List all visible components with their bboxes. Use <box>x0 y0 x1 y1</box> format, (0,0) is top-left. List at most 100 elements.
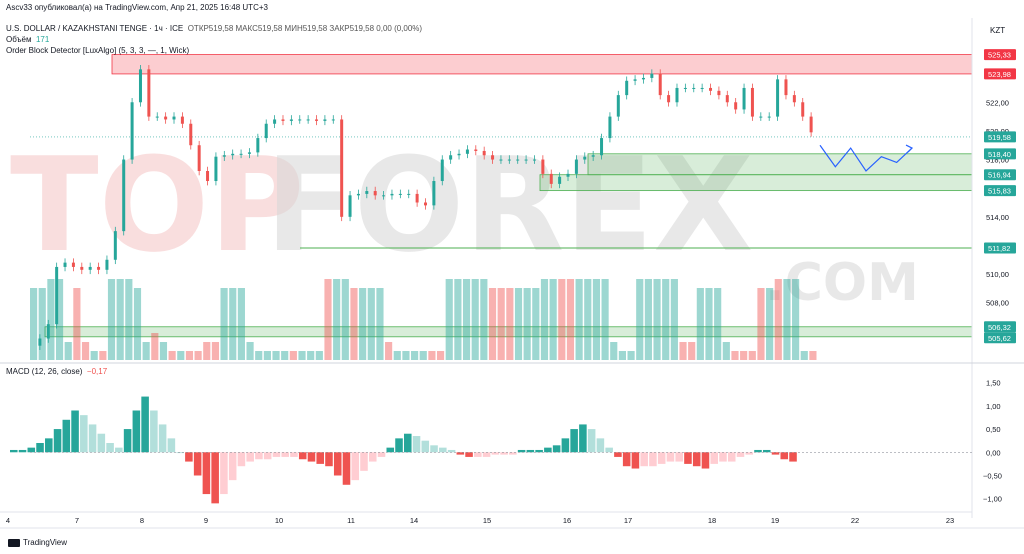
candle-body <box>356 193 360 196</box>
macd-bar <box>771 452 780 455</box>
volume-bar <box>549 279 557 360</box>
macd-bar <box>754 449 762 453</box>
macd-tick-label: 0,50 <box>986 425 1001 434</box>
candle-body <box>709 87 713 91</box>
price-tag <box>984 321 1016 333</box>
macd-bar <box>727 452 736 462</box>
macd-bar <box>176 452 184 454</box>
candle-body <box>809 116 813 133</box>
volume-bar <box>385 342 393 360</box>
watermark-com: .COM <box>765 253 919 313</box>
bullish-order-block <box>539 174 973 192</box>
macd-bar <box>97 433 106 453</box>
macd-bar <box>141 396 149 453</box>
macd-bar <box>439 447 447 453</box>
price-tag <box>984 242 1016 254</box>
watermark: TOP FOREX .COM <box>10 129 919 313</box>
volume-bar <box>185 351 194 360</box>
macd-bar <box>701 452 710 469</box>
macd-value: −0,17 <box>86 367 108 376</box>
volume-bar <box>367 288 375 360</box>
macd-bar <box>298 452 307 460</box>
candle-body <box>717 90 721 96</box>
macd-bar <box>474 452 482 457</box>
candle-body <box>424 202 427 206</box>
volume-bar <box>601 279 609 360</box>
macd-bar <box>657 452 666 464</box>
volume-bar <box>125 279 133 360</box>
macd-bar <box>115 447 123 453</box>
candle-body <box>449 155 453 160</box>
volume-bar <box>488 288 497 360</box>
time-tick-label: 19 <box>771 516 779 525</box>
volume-bar <box>480 279 488 360</box>
price-tag <box>984 148 1016 160</box>
candle-body <box>331 119 335 121</box>
macd-line[interactable]: MACD (12, 26, close) −0,17 <box>6 367 107 377</box>
macd-bar <box>307 452 316 462</box>
currency-label[interactable]: KZT <box>990 26 1006 35</box>
volume-bar <box>445 279 453 360</box>
macd-bar <box>255 452 263 460</box>
volume-bar <box>30 288 38 360</box>
volume-bar <box>315 351 323 360</box>
volume-bar <box>237 288 245 360</box>
price-tag-label: 525,33 <box>988 51 1011 60</box>
macd-bar <box>36 443 44 453</box>
macd-bar <box>290 452 298 457</box>
price-tag <box>984 169 1016 181</box>
time-tick-label: 11 <box>347 516 355 525</box>
candle-body <box>440 159 444 182</box>
volume-bar <box>47 279 55 360</box>
watermark-forex: FOREX <box>265 129 753 281</box>
volume-bar <box>584 279 592 360</box>
macd-bar <box>351 452 360 481</box>
macd-bar <box>211 452 219 504</box>
indicator-line[interactable]: Order Block Detector [LuxAlgo] (5, 3, 3,… <box>6 46 190 55</box>
macd-bar <box>45 438 53 453</box>
candle-body <box>122 159 126 232</box>
candle-body <box>281 119 285 121</box>
macd-bar <box>579 424 587 453</box>
axes: 508,00510,00512,00514,00516,00518,00520,… <box>0 18 1024 529</box>
macd-tick-label: 1,50 <box>986 379 1001 388</box>
volume-bar <box>55 279 64 360</box>
candle-body <box>608 116 612 139</box>
candle-body <box>97 266 101 270</box>
macd-bar <box>377 452 386 457</box>
candle-body <box>315 119 319 121</box>
volume-bar <box>376 288 384 360</box>
candle-body <box>507 159 511 161</box>
volume-bar <box>402 351 410 360</box>
candle-body <box>600 138 604 156</box>
price-tick-label: 510,00 <box>986 270 1009 279</box>
time-tick-label: 9 <box>204 516 208 525</box>
candle-body <box>776 79 780 117</box>
price-tag-label: 506,32 <box>988 323 1011 332</box>
volume-bar <box>194 351 202 360</box>
macd-bar <box>552 445 561 453</box>
tradingview-logo-icon <box>8 538 20 547</box>
candle-body <box>491 155 495 160</box>
volume-bar <box>540 279 549 360</box>
macd-bar <box>649 452 657 467</box>
candle-body <box>625 80 629 96</box>
candle-body <box>558 176 562 184</box>
price-tag-label: 515,83 <box>988 187 1011 196</box>
macd-bar <box>220 452 228 495</box>
macd-bar <box>158 424 167 453</box>
macd-bar <box>500 452 508 455</box>
macd-bar <box>631 452 640 469</box>
macd-label: MACD (12, 26, close) <box>6 367 83 376</box>
volume-bar <box>731 351 739 360</box>
volume-bar <box>471 279 479 360</box>
volume-bar <box>532 288 540 360</box>
price-tag <box>984 332 1016 344</box>
volume-bar <box>333 279 341 360</box>
candle-body <box>113 231 117 260</box>
candle-body <box>239 153 243 155</box>
volume-bar <box>497 288 505 360</box>
candle-body <box>382 195 386 197</box>
macd-bar <box>482 452 491 457</box>
